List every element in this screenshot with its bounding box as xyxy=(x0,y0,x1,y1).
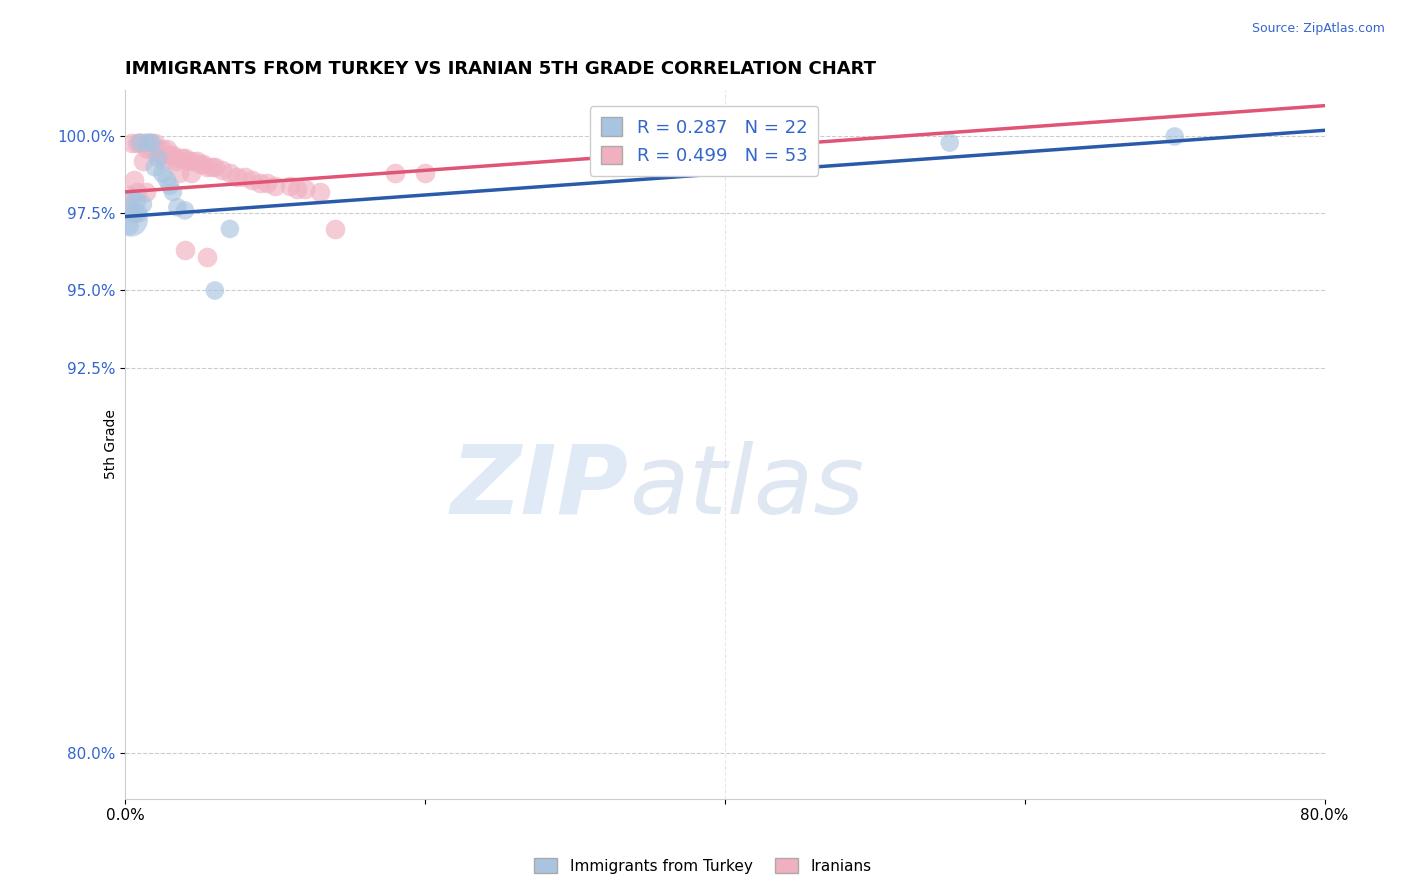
Point xyxy=(136,136,159,150)
Point xyxy=(125,136,148,150)
Point xyxy=(204,284,226,298)
Point xyxy=(141,142,163,156)
Point xyxy=(218,166,240,180)
Point xyxy=(143,161,166,175)
Point xyxy=(122,172,145,186)
Legend: Immigrants from Turkey, Iranians: Immigrants from Turkey, Iranians xyxy=(529,852,877,880)
Text: atlas: atlas xyxy=(628,441,863,533)
Point xyxy=(132,197,155,211)
Point xyxy=(120,212,142,227)
Point xyxy=(135,185,157,199)
Point xyxy=(129,136,152,150)
Point xyxy=(121,136,143,150)
Point xyxy=(146,151,169,165)
Point xyxy=(146,142,169,156)
Point xyxy=(323,222,346,236)
Point xyxy=(211,163,233,178)
Point xyxy=(413,166,436,180)
Point xyxy=(173,151,195,165)
Point xyxy=(308,185,330,199)
Point xyxy=(136,142,159,156)
Point xyxy=(173,203,195,218)
Point xyxy=(188,157,211,171)
Point xyxy=(121,191,143,205)
Point xyxy=(153,154,176,169)
Point xyxy=(127,206,149,220)
Point xyxy=(159,148,181,162)
Point xyxy=(195,250,218,264)
Point xyxy=(159,178,181,193)
Point xyxy=(938,136,960,150)
Point xyxy=(384,166,406,180)
Point xyxy=(233,169,256,184)
Point xyxy=(143,136,166,150)
Point xyxy=(162,185,184,199)
Point xyxy=(156,172,179,186)
Point xyxy=(152,142,174,156)
Point xyxy=(166,200,188,214)
Point xyxy=(195,161,218,175)
Point xyxy=(132,154,155,169)
Point xyxy=(141,136,163,150)
Point xyxy=(181,154,204,169)
Point xyxy=(249,176,271,190)
Text: ZIP: ZIP xyxy=(451,441,628,533)
Text: IMMIGRANTS FROM TURKEY VS IRANIAN 5TH GRADE CORRELATION CHART: IMMIGRANTS FROM TURKEY VS IRANIAN 5TH GR… xyxy=(125,60,876,78)
Point xyxy=(218,222,240,236)
Point xyxy=(149,148,172,162)
Point xyxy=(191,157,214,171)
Point xyxy=(173,244,195,258)
Legend: R = 0.287   N = 22, R = 0.499   N = 53: R = 0.287 N = 22, R = 0.499 N = 53 xyxy=(591,106,818,176)
Point xyxy=(162,148,184,162)
Point xyxy=(129,136,152,150)
Point xyxy=(118,200,141,214)
Point xyxy=(263,178,285,193)
Point xyxy=(256,176,278,190)
Point xyxy=(204,161,226,175)
Point xyxy=(170,151,193,165)
Point xyxy=(285,182,308,196)
Point xyxy=(278,178,301,193)
Point xyxy=(1163,129,1185,144)
Point xyxy=(165,154,187,169)
Point xyxy=(125,194,148,209)
Point xyxy=(118,219,141,233)
Point xyxy=(166,151,188,165)
Point xyxy=(186,154,208,169)
Point xyxy=(294,182,316,196)
Point xyxy=(156,142,179,156)
Point xyxy=(118,188,141,202)
Point xyxy=(122,206,145,220)
Point xyxy=(201,161,224,175)
Point xyxy=(138,136,160,150)
Point xyxy=(125,185,148,199)
Point xyxy=(240,172,263,186)
Point xyxy=(152,166,174,180)
Point xyxy=(226,169,249,184)
Y-axis label: 5th Grade: 5th Grade xyxy=(104,409,118,479)
Point xyxy=(180,166,202,180)
Text: Source: ZipAtlas.com: Source: ZipAtlas.com xyxy=(1251,22,1385,36)
Point xyxy=(122,206,145,220)
Point xyxy=(177,154,200,169)
Point xyxy=(134,136,156,150)
Point xyxy=(167,166,190,180)
